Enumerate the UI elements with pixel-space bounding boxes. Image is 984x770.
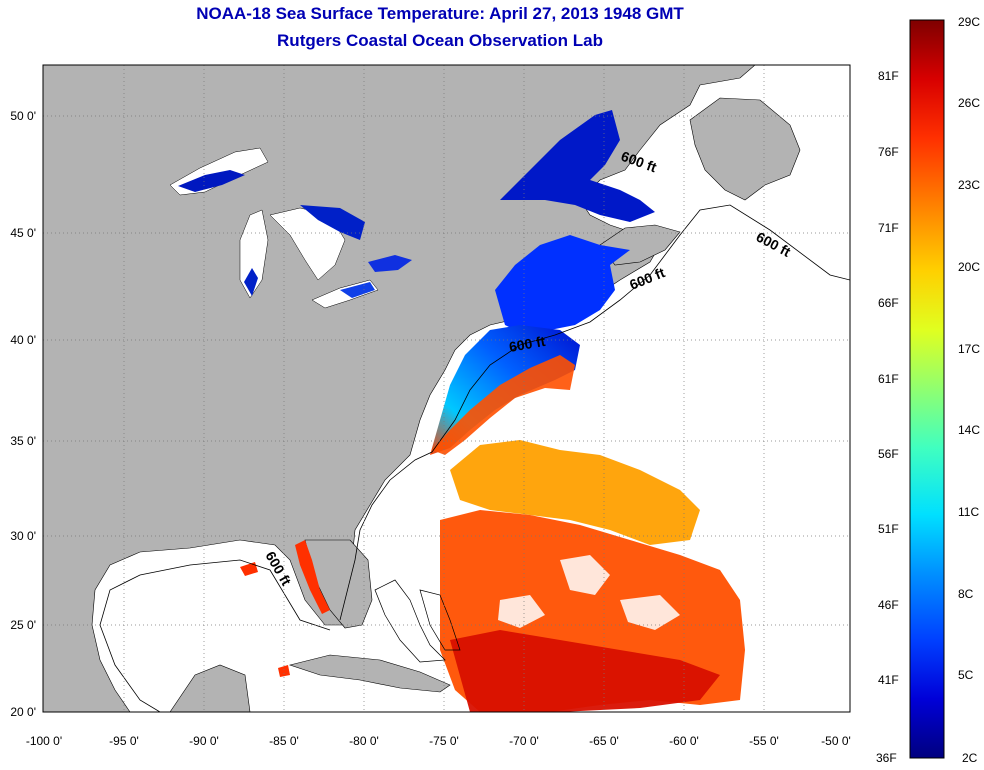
- cb-label-c: 14C: [958, 423, 980, 437]
- land-cuba: [288, 654, 451, 693]
- lon-tick: -75 0': [429, 734, 459, 748]
- lat-tick: 40 0': [10, 333, 36, 347]
- lat-tick: 30 0': [10, 529, 36, 543]
- bahamas-outline-2: [419, 589, 461, 651]
- cb-label-c: 29C: [958, 15, 980, 29]
- cb-label-f: 66F: [878, 296, 899, 310]
- land-yucatan: [169, 664, 251, 712]
- lat-tick: 50 0': [10, 109, 36, 123]
- cb-label-f: 71F: [878, 221, 899, 235]
- lon-tick: -65 0': [589, 734, 619, 748]
- cb-label-f: 51F: [878, 522, 899, 536]
- colorbar-fahrenheit-labels: 81F 76F 71F 66F 61F 56F 51F 46F 41F 36F: [876, 69, 899, 765]
- lon-tick: -60 0': [669, 734, 699, 748]
- colorbar-celsius-labels: 29C 26C 23C 20C 17C 14C 11C 8C 5C 2C: [958, 15, 980, 765]
- land-newfoundland: [689, 97, 801, 201]
- lon-tick: -70 0': [509, 734, 539, 748]
- lat-tick: 45 0': [10, 226, 36, 240]
- bahamas-outline: [374, 579, 446, 663]
- lake-michigan: [239, 209, 269, 299]
- cb-label-f: 56F: [878, 447, 899, 461]
- cb-label-c: 8C: [958, 587, 974, 601]
- contour-600ft-gulf: [99, 559, 331, 712]
- cb-label-f: 36F: [876, 751, 897, 765]
- lake-ontario: [368, 255, 412, 272]
- lake-michigan-sst: [244, 268, 258, 296]
- lake-erie-sst: [340, 282, 375, 298]
- cb-label-f: 81F: [878, 69, 899, 83]
- cb-label-c: 26C: [958, 96, 980, 110]
- lon-tick: -100 0': [26, 734, 62, 748]
- cloud-gap-1: [560, 555, 610, 595]
- lon-tick: -85 0': [269, 734, 299, 748]
- cb-label-c: 5C: [958, 668, 974, 682]
- cb-label-c: 23C: [958, 178, 980, 192]
- gulf-st-lawrence-sst: [500, 110, 655, 222]
- cb-label-f: 61F: [878, 372, 899, 386]
- cb-label-f: 46F: [878, 598, 899, 612]
- lon-tick: -50 0': [821, 734, 851, 748]
- cb-label-f: 41F: [878, 673, 899, 687]
- gulf-mexico-sst-2: [240, 562, 258, 576]
- colorbar: [909, 19, 945, 759]
- cb-label-f: 76F: [878, 145, 899, 159]
- plot-frame: [42, 64, 851, 713]
- contour-label-4: 600 ft: [508, 333, 547, 355]
- lat-tick-labels: 50 0' 45 0' 40 0' 35 0' 30 0' 25 0' 20 0…: [10, 109, 36, 719]
- cb-label-c: 17C: [958, 342, 980, 356]
- land-north-america: [43, 65, 756, 712]
- gulf-stream-sst: [432, 355, 575, 455]
- cb-label-c: 2C: [962, 751, 978, 765]
- lon-tick: -95 0': [109, 734, 139, 748]
- map-subtitle: Rutgers Coastal Ocean Observation Lab: [277, 31, 603, 50]
- cb-label-c: 20C: [958, 260, 980, 274]
- cloud-gap-3: [498, 595, 545, 628]
- map-title: NOAA-18 Sea Surface Temperature: April 2…: [196, 4, 684, 23]
- lon-tick: -80 0': [349, 734, 379, 748]
- lon-tick: -55 0': [749, 734, 779, 748]
- gulf-of-maine-sst: [495, 235, 630, 335]
- lon-tick-labels: -100 0' -95 0' -90 0' -85 0' -80 0' -75 …: [26, 734, 851, 748]
- contour-600ft-atlantic: [339, 204, 850, 621]
- gulf-mexico-sst-3: [278, 665, 290, 677]
- lat-tick: 25 0': [10, 618, 36, 632]
- caribbean-warm-sst: [450, 630, 720, 712]
- lat-tick: 20 0': [10, 705, 36, 719]
- south-atlantic-sst: [450, 440, 700, 545]
- lake-huron-sst: [300, 205, 365, 240]
- cb-label-c: 11C: [958, 505, 979, 519]
- lon-tick: -90 0': [189, 734, 219, 748]
- lake-superior-sst: [178, 170, 245, 192]
- lat-tick: 35 0': [10, 434, 36, 448]
- gridlines: [43, 65, 850, 712]
- cloud-gap-2: [620, 595, 680, 630]
- gulf-mexico-sst-1: [295, 540, 330, 614]
